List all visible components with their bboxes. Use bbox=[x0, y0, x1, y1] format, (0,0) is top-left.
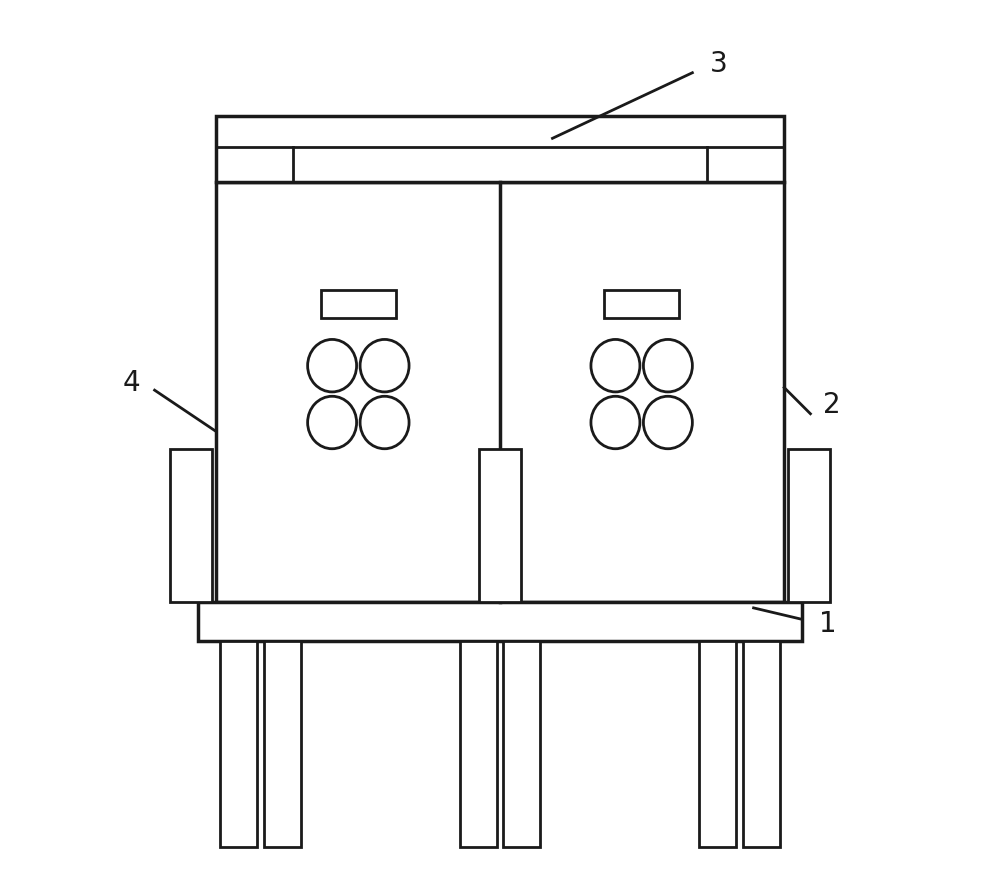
Ellipse shape bbox=[308, 340, 357, 392]
Ellipse shape bbox=[643, 340, 692, 392]
Bar bbox=[216, 182, 784, 602]
Ellipse shape bbox=[308, 396, 357, 449]
Text: 1: 1 bbox=[819, 610, 837, 638]
Text: 2: 2 bbox=[823, 391, 841, 419]
Ellipse shape bbox=[360, 340, 409, 392]
Bar bbox=[460, 642, 497, 847]
Ellipse shape bbox=[643, 396, 692, 449]
Ellipse shape bbox=[591, 340, 640, 392]
Bar bbox=[743, 642, 780, 847]
Bar bbox=[264, 642, 301, 847]
Bar bbox=[216, 116, 784, 182]
Bar bbox=[699, 642, 736, 847]
Text: 3: 3 bbox=[710, 50, 727, 78]
Bar bbox=[220, 642, 257, 847]
Bar bbox=[604, 290, 679, 318]
Bar bbox=[503, 642, 540, 847]
Bar bbox=[321, 290, 396, 318]
Bar bbox=[788, 449, 830, 602]
Ellipse shape bbox=[360, 396, 409, 449]
Ellipse shape bbox=[591, 396, 640, 449]
Bar bbox=[479, 449, 521, 602]
Bar bbox=[198, 602, 802, 642]
Text: 4: 4 bbox=[122, 370, 140, 397]
Bar bbox=[170, 449, 212, 602]
